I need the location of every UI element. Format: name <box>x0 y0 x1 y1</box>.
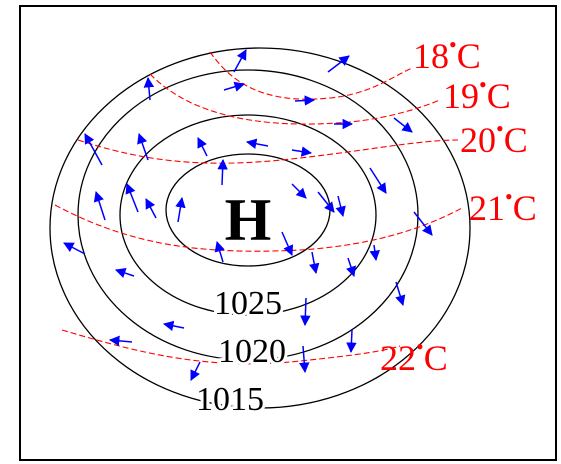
diagram-border <box>19 5 557 461</box>
wind-arrow <box>281 231 294 256</box>
wind-arrow <box>175 196 186 223</box>
wind-arrow <box>369 244 380 262</box>
wind-arrow <box>291 183 307 199</box>
wind-arrow <box>162 320 185 332</box>
wind-arrow <box>84 133 103 166</box>
wind-arrow <box>143 76 155 101</box>
isotherm-18 <box>209 51 413 100</box>
isobar-label-1025: 1025 <box>214 285 282 322</box>
wind-arrow <box>233 49 247 73</box>
wind-arrow <box>413 211 433 236</box>
wind-arrow <box>300 297 311 327</box>
high-pressure-label: H <box>225 187 272 253</box>
wind-arrow <box>346 257 356 277</box>
isobar-labels: 1025 1020 1015 <box>193 282 289 421</box>
wind-arrow <box>245 138 269 149</box>
isotherm-20 <box>77 139 459 164</box>
isotherm-label-19: 19•C <box>443 72 511 116</box>
wind-arrow <box>299 345 310 374</box>
wind-arrow <box>63 242 86 255</box>
wind-arrow <box>137 133 149 161</box>
wind-arrow <box>217 158 228 186</box>
wind-arrows <box>63 49 433 381</box>
wind-arrow <box>317 191 335 213</box>
wind-arrow <box>335 195 346 218</box>
wind-arrow <box>294 95 316 106</box>
wind-arrow <box>115 268 135 278</box>
wind-arrow <box>393 117 413 133</box>
isobars <box>49 47 471 409</box>
wind-arrow <box>108 335 133 347</box>
wind-arrow <box>309 251 320 275</box>
wind-arrow <box>197 137 208 157</box>
wind-arrow <box>327 55 350 73</box>
isotherm-label-21: 21•C <box>469 184 537 228</box>
isobar-1025 <box>119 114 377 316</box>
isobar-label-1020: 1020 <box>218 333 286 370</box>
isotherm-label-18: 18•C <box>413 32 481 76</box>
wind-arrow <box>395 281 406 307</box>
wind-arrow <box>346 329 357 354</box>
isotherm-labels: 18•C 19•C 20•C 21•C 22•C <box>380 32 537 378</box>
isobar-label-1015: 1015 <box>196 381 264 418</box>
isotherm-19 <box>149 73 441 125</box>
isobar-1020 <box>77 69 419 361</box>
isotherm-label-22: 22•C <box>380 334 448 378</box>
wind-arrow <box>291 146 313 157</box>
isotherm-label-20: 20•C <box>460 116 528 160</box>
wind-arrow <box>125 183 139 213</box>
wind-arrow <box>190 361 201 381</box>
wind-arrow <box>369 167 387 194</box>
wind-arrow <box>145 198 157 219</box>
wind-arrow <box>214 240 225 263</box>
isobar-1015 <box>49 47 471 409</box>
wind-arrow <box>223 81 246 92</box>
wind-arrow <box>93 191 106 221</box>
